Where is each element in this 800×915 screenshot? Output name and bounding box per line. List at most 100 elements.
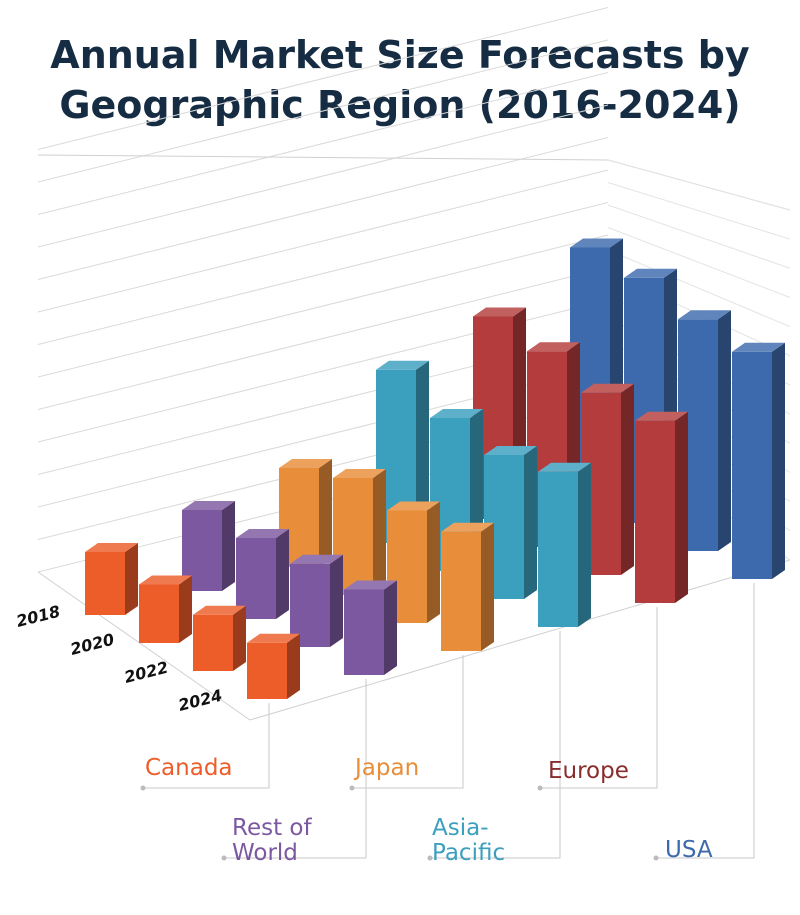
bar-front-face — [247, 642, 287, 699]
bar-canada-2024 — [247, 633, 300, 699]
bar-side-face — [373, 469, 386, 595]
chart-bars — [85, 238, 785, 699]
bar-top-face — [279, 459, 332, 468]
side-wall-gridline — [607, 182, 791, 240]
bar-front-face — [85, 552, 125, 615]
back-wall-gridline — [37, 169, 609, 313]
bar-top-face — [581, 383, 634, 393]
bar-top-face — [376, 360, 429, 370]
bar-side-face — [675, 411, 688, 603]
floor-edge-line — [37, 154, 609, 161]
leader-line — [143, 703, 270, 789]
bar-canada-2018 — [85, 543, 138, 615]
back-wall-gridline — [37, 234, 609, 378]
bar-side-face — [772, 342, 785, 579]
bar-top-face — [678, 310, 731, 320]
bar-front-face — [193, 614, 233, 671]
region-leader-lines — [140, 583, 755, 861]
region-label-usa: USA — [665, 837, 713, 863]
leader-dot — [221, 855, 227, 861]
bar-usa-2024 — [732, 342, 785, 579]
bar-top-face — [236, 529, 289, 538]
year-label-2020: 2020 — [68, 630, 116, 659]
year-label-2018: 2018 — [14, 602, 62, 631]
region-label-japan: Japan — [353, 755, 419, 781]
back-wall-gridline — [37, 72, 609, 215]
bar-side-face — [427, 501, 440, 623]
floor-edge-line — [249, 559, 791, 721]
back-wall-gridline — [37, 202, 609, 345]
bar-top-face — [538, 462, 591, 472]
leader-line — [224, 679, 367, 859]
chart-title-line-1: Annual Market Size Forecasts by — [50, 33, 750, 77]
bar-front-face — [538, 471, 578, 627]
bar-top-face — [344, 580, 397, 590]
bar-side-face — [330, 554, 343, 647]
bar-side-face — [287, 633, 300, 699]
bar-canada-2020 — [139, 575, 192, 643]
bar-top-face — [441, 522, 494, 532]
side-wall-gridline — [607, 159, 791, 211]
bar-rest-of-world-2022 — [290, 554, 343, 647]
bar-top-face — [333, 469, 386, 478]
bar-top-face — [484, 446, 537, 455]
bar-japan-2024 — [441, 522, 494, 651]
year-label-2024: 2024 — [176, 686, 224, 715]
bar-side-face — [718, 310, 731, 551]
bar-front-face — [139, 584, 179, 643]
region-label-asia-pacific: Asia-Pacific — [432, 815, 505, 866]
leader-dot — [537, 785, 543, 791]
floor-edge-line — [37, 571, 251, 721]
bar-rest-of-world-2020 — [236, 529, 289, 619]
bar-side-face — [621, 383, 634, 575]
bar-top-face — [570, 238, 623, 248]
bar-top-face — [193, 605, 246, 615]
bar-front-face — [441, 531, 481, 651]
chart-title: Annual Market Size Forecasts by Geograph… — [0, 30, 800, 130]
bar-top-face — [139, 575, 192, 585]
side-wall-gridline — [607, 249, 791, 328]
bar-top-face — [473, 307, 526, 317]
bar-side-face — [319, 459, 332, 567]
leader-line — [352, 655, 464, 789]
leader-dot — [349, 785, 355, 791]
back-wall-gridline — [37, 267, 609, 410]
leader-dot — [427, 855, 433, 861]
bar-japan-2018 — [279, 459, 332, 567]
bar-top-face — [247, 633, 300, 643]
leader-dot — [140, 785, 146, 791]
bar-side-face — [276, 529, 289, 619]
region-label-europe: Europe — [548, 758, 629, 784]
bar-europe-2024 — [635, 411, 688, 603]
bar-side-face — [524, 446, 537, 599]
bar-front-face — [236, 538, 276, 619]
side-wall-gridline — [607, 204, 791, 269]
bar-side-face — [179, 575, 192, 643]
region-label-canada: Canada — [145, 755, 233, 781]
bar-top-face — [732, 342, 785, 352]
bar-side-face — [222, 501, 235, 591]
back-wall-gridline — [37, 137, 609, 280]
chart-title-line-2: Geographic Region (2016-2024) — [59, 83, 741, 127]
bar-top-face — [85, 543, 138, 552]
bar-top-face — [387, 501, 440, 511]
bar-front-face — [635, 420, 675, 603]
bar-rest-of-world-2024 — [344, 580, 397, 675]
year-label-2022: 2022 — [122, 658, 170, 687]
bar-front-face — [732, 351, 772, 579]
bar-top-face — [290, 554, 343, 564]
bar-side-face — [125, 543, 138, 615]
back-wall-gridline — [37, 104, 609, 248]
bar-side-face — [233, 605, 246, 671]
bar-front-face — [344, 589, 384, 675]
bar-top-face — [430, 409, 483, 418]
leader-line — [540, 607, 658, 789]
region-labels: Canada Rest of World Japan Asia-Pacific Europ… — [145, 755, 713, 866]
leader-line — [656, 583, 755, 859]
bar-side-face — [481, 522, 494, 651]
bar-top-face — [182, 501, 235, 510]
bar-canada-2022 — [193, 605, 246, 671]
back-wall-gridline — [37, 39, 609, 183]
